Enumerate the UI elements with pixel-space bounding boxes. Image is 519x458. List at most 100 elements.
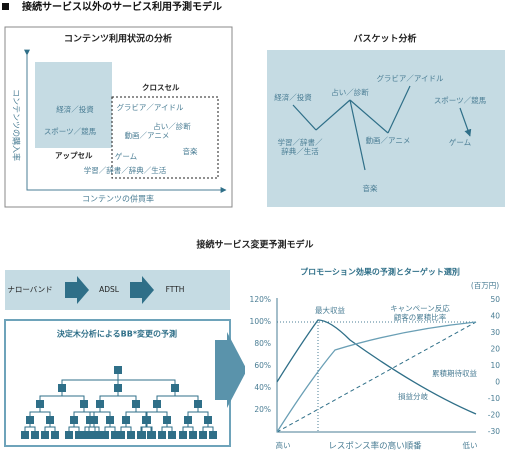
- tree-node: [86, 416, 94, 424]
- crosssell-label: クロスセル: [142, 82, 180, 92]
- flow-bg: [5, 270, 230, 310]
- annotation: 顧客の累積比率: [394, 312, 447, 322]
- tree-node: [26, 416, 34, 424]
- flow-step: ナローバンド: [7, 285, 52, 294]
- basket-node: ゲーム: [449, 138, 471, 147]
- y-label: コンテンツの購入率: [12, 89, 22, 161]
- panel-bg: [267, 50, 505, 207]
- basket-node: 占い／診断: [331, 87, 369, 97]
- tree-node: [65, 431, 73, 439]
- tree-node: [132, 400, 140, 408]
- annotation: キャンペーン反応: [390, 303, 450, 313]
- tree-node: [21, 431, 29, 439]
- y2-tick-label: -30: [488, 427, 500, 436]
- upsell-label: アップセル: [55, 150, 93, 160]
- y-tick-label: 40%: [254, 383, 271, 392]
- basket-node: 経済／投資: [274, 92, 312, 102]
- basket-node: 辞典／生活: [281, 146, 319, 156]
- annotation: 最大収益: [315, 305, 345, 315]
- tree-node: [148, 431, 156, 439]
- big-arrow: [215, 332, 247, 408]
- panel-title: バスケット分析: [353, 33, 416, 45]
- tree-edge: [24, 422, 36, 432]
- y-tick-label: 80%: [254, 339, 271, 348]
- tree-node: [179, 431, 187, 439]
- tree-node: [158, 431, 166, 439]
- x-label: コンテンツの併買率: [82, 194, 154, 204]
- content-label: 動画／アニメ: [125, 131, 170, 140]
- basket-node: 学習／辞書／: [278, 137, 323, 147]
- x-end: 高い: [276, 440, 291, 450]
- tree-node: [36, 400, 44, 408]
- y-tick-label: 100%: [250, 317, 271, 326]
- tree-node: [209, 431, 217, 439]
- chart-title: プロモーション効果の予測とターゲット選別: [300, 267, 460, 277]
- tree-node: [153, 400, 161, 408]
- tree-node: [199, 431, 207, 439]
- tree-node: [58, 384, 66, 392]
- tree-node: [143, 416, 151, 424]
- flow-arrow: [65, 276, 154, 304]
- tree-node: [81, 431, 89, 439]
- content-label: グラビア／アイドル: [116, 102, 184, 112]
- content-label: スポーツ／競馬: [44, 126, 96, 136]
- panel-border: [4, 26, 233, 208]
- content-label: ゲーム: [115, 152, 137, 161]
- content-label: 学習／辞書／辞典／生活: [84, 165, 167, 175]
- tree-node: [122, 416, 130, 424]
- tree-node: [75, 431, 83, 439]
- x-label: レスポンス率の高い順番: [328, 441, 422, 452]
- x-end: 低い: [463, 440, 478, 450]
- breakeven-line: [276, 321, 477, 433]
- tree-node: [114, 384, 122, 392]
- tree-node: [163, 416, 171, 424]
- unit: (百万円): [471, 281, 499, 290]
- content-label: 占い／診断: [153, 121, 191, 131]
- y2-tick-label: -10: [488, 394, 500, 403]
- tree-node: [106, 416, 114, 424]
- tree-node: [46, 416, 54, 424]
- content-label: 経済／投資: [56, 104, 94, 114]
- panel-title: コンテンツ利用状況の分析: [64, 33, 172, 45]
- guide: [277, 321, 476, 432]
- basket-node: スポーツ／競馬: [434, 95, 486, 105]
- tree-edge: [182, 422, 194, 432]
- tree-node: [194, 400, 202, 408]
- bullet: [2, 3, 9, 10]
- tree-node: [117, 431, 125, 439]
- tree-node: [91, 431, 99, 439]
- tree-node: [41, 431, 49, 439]
- tree-node: [204, 416, 212, 424]
- tree-edge: [202, 422, 214, 432]
- basket-node: グラビア／アイドル: [376, 73, 444, 83]
- tree-node: [168, 431, 176, 439]
- axes: [24, 49, 227, 193]
- y2-tick-label: 0: [495, 378, 500, 387]
- chart-bg: [245, 260, 517, 453]
- revenue-curve: [276, 319, 477, 415]
- section-title: 接続サービス変更予測モデル: [196, 239, 313, 251]
- tree-edge: [104, 422, 116, 432]
- response-curve: [276, 321, 477, 433]
- tree-edge: [44, 422, 56, 432]
- tree-node: [127, 431, 135, 439]
- tree-node: [80, 400, 88, 408]
- flow-step: FTTH: [166, 285, 185, 294]
- y-tick-label: 120%: [250, 295, 271, 304]
- tree-edge: [68, 422, 80, 432]
- y2-tick-label: 30: [490, 328, 500, 337]
- tree-node: [101, 431, 109, 439]
- annotation: 損益分岐: [398, 391, 428, 401]
- tree-edge: [120, 422, 132, 432]
- tree-node: [138, 431, 146, 439]
- basket-node: 音楽: [363, 183, 378, 193]
- y2-tick-label: 10: [490, 361, 500, 370]
- y-tick-label: 20%: [254, 405, 271, 414]
- y2-tick-label: 20: [490, 345, 500, 354]
- tree-node: [171, 384, 179, 392]
- tree-node: [96, 400, 104, 408]
- tree-node: [184, 416, 192, 424]
- basket-node: 動画／アニメ: [366, 136, 411, 145]
- tree-edge: [141, 422, 153, 432]
